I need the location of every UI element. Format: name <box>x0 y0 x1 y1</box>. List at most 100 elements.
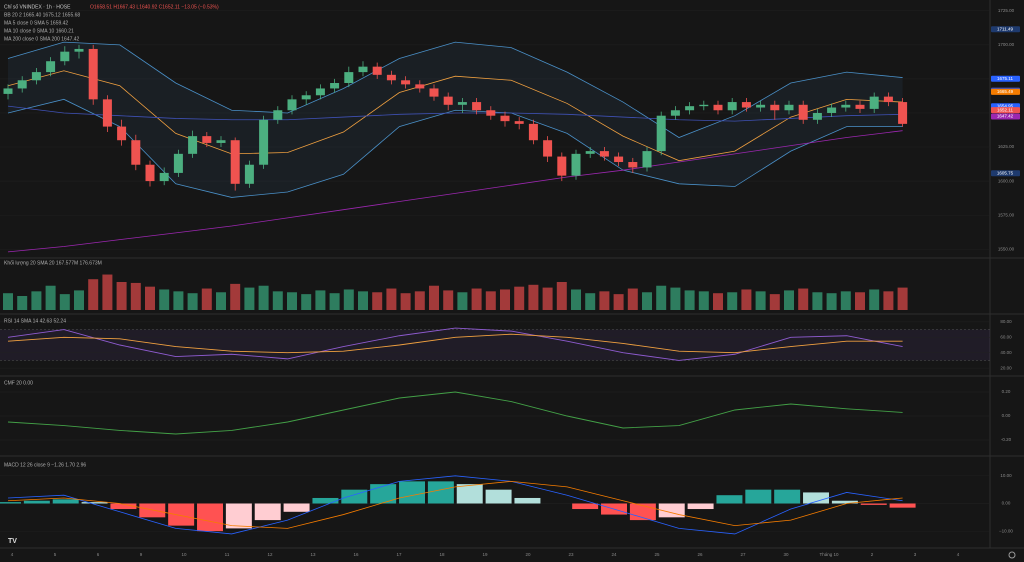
price-tag-label: 1605.75 <box>997 170 1014 175</box>
y-tick-label: 1625.00 <box>998 144 1015 149</box>
settings-icon[interactable] <box>1008 551 1016 559</box>
candle-body <box>443 96 453 105</box>
candle-body <box>798 104 808 120</box>
time-label: 3 <box>914 552 917 557</box>
volume-bar <box>116 282 127 310</box>
candle-body <box>117 126 127 141</box>
volume-bar <box>258 285 269 310</box>
candle-body <box>827 107 837 113</box>
candle-body <box>230 140 240 184</box>
band-lower <box>7 98 903 198</box>
histogram-bar <box>110 503 137 510</box>
volume-bar <box>514 286 525 310</box>
volume-bar <box>201 288 212 310</box>
indicator-line <box>7 333 903 354</box>
tv-logo[interactable]: TV <box>8 538 17 545</box>
candle-body <box>571 153 581 176</box>
pane-title: Khối lượng 20 SMA 20 167.577M 176.673M <box>4 260 102 266</box>
volume-bar <box>812 292 823 310</box>
time-label: 16 <box>353 552 359 557</box>
volume-bar <box>500 289 510 310</box>
band-zone <box>0 329 990 361</box>
volume-bar <box>798 288 809 310</box>
histogram-bar <box>745 489 772 504</box>
candle-body <box>898 102 908 124</box>
volume-bar <box>386 288 397 310</box>
time-label: 2 <box>871 552 874 557</box>
candle-body <box>699 104 709 107</box>
candle-body <box>60 51 70 62</box>
candle-body <box>642 151 652 168</box>
candle-body <box>216 140 226 143</box>
candle-body <box>344 72 354 84</box>
time-label: 27 <box>740 552 746 557</box>
volume-bar <box>727 292 738 310</box>
histogram-bar <box>716 495 743 504</box>
y-tick-label: 10.00 <box>1000 473 1012 478</box>
candle-body <box>401 80 411 85</box>
pane-title: Chỉ số VNINDEX · 1h · HOSE <box>4 3 71 10</box>
histogram-bar <box>774 489 801 504</box>
volume-bar <box>542 287 553 310</box>
histogram-bar <box>427 481 454 504</box>
price-tag-label: 1647.42 <box>997 114 1014 119</box>
volume-bar <box>372 292 383 310</box>
volume-bar <box>627 288 638 310</box>
candle-body <box>358 66 368 73</box>
histogram-bar <box>52 499 79 504</box>
histogram-bar <box>485 489 512 504</box>
volume-bar <box>429 285 439 310</box>
time-label: 5 <box>54 552 57 557</box>
volume-bar <box>272 291 283 310</box>
candle-body <box>741 102 751 108</box>
volume-bar <box>840 291 851 310</box>
candle-body <box>869 96 879 109</box>
time-label: 4 <box>957 552 960 557</box>
time-label: Tháng 10 <box>819 552 839 557</box>
candle-body <box>429 88 439 97</box>
volume-bar <box>59 294 70 310</box>
volume-bar <box>869 289 880 310</box>
volume-bar <box>642 292 652 310</box>
y-tick-label: 0.00 <box>1002 413 1011 418</box>
time-label: 6 <box>97 552 100 557</box>
y-tick-label: 0.00 <box>1002 501 1011 506</box>
candle-body <box>557 156 567 176</box>
volume-bar <box>414 291 425 310</box>
band-upper <box>7 41 903 138</box>
candle-body <box>457 102 467 105</box>
volume-bar <box>173 291 184 310</box>
y-tick-label: 1700.00 <box>998 42 1015 47</box>
volume-bar <box>443 290 454 310</box>
price-tag-label: 1711.49 <box>997 26 1013 31</box>
candle-body <box>415 84 425 89</box>
volume-bar <box>485 291 496 310</box>
candle-body <box>628 162 638 168</box>
price-tag-label: 1652.11 <box>997 107 1013 112</box>
volume-bar <box>826 293 837 310</box>
candle-body <box>202 136 212 143</box>
pane-title: RSI 14 SMA 14 42.63 52.24 <box>4 318 66 324</box>
volume-bar <box>741 289 752 310</box>
y-tick-label: 1575.00 <box>998 212 1015 217</box>
candle-body <box>131 140 141 165</box>
time-label: 30 <box>783 552 789 557</box>
volume-bar <box>755 291 766 310</box>
time-label: 9 <box>140 552 143 557</box>
histogram-bar <box>831 500 858 504</box>
y-tick-label: 1600.00 <box>998 178 1015 183</box>
histogram-bar <box>658 503 685 518</box>
candle-body <box>756 104 766 108</box>
candle-body <box>145 164 155 182</box>
candle-body <box>386 74 396 81</box>
logo-text[interactable]: TV <box>8 538 17 545</box>
volume-bar <box>471 288 482 310</box>
candle-body <box>883 96 893 103</box>
candle-body <box>472 102 482 111</box>
volume-bar <box>713 293 723 310</box>
price-tag-label: 1654.95 <box>997 103 1014 108</box>
legend-item: MA 200 close 0 SMA 200 1647.42 <box>4 36 80 42</box>
price-tag <box>991 88 1020 95</box>
indicator-line <box>7 327 903 361</box>
